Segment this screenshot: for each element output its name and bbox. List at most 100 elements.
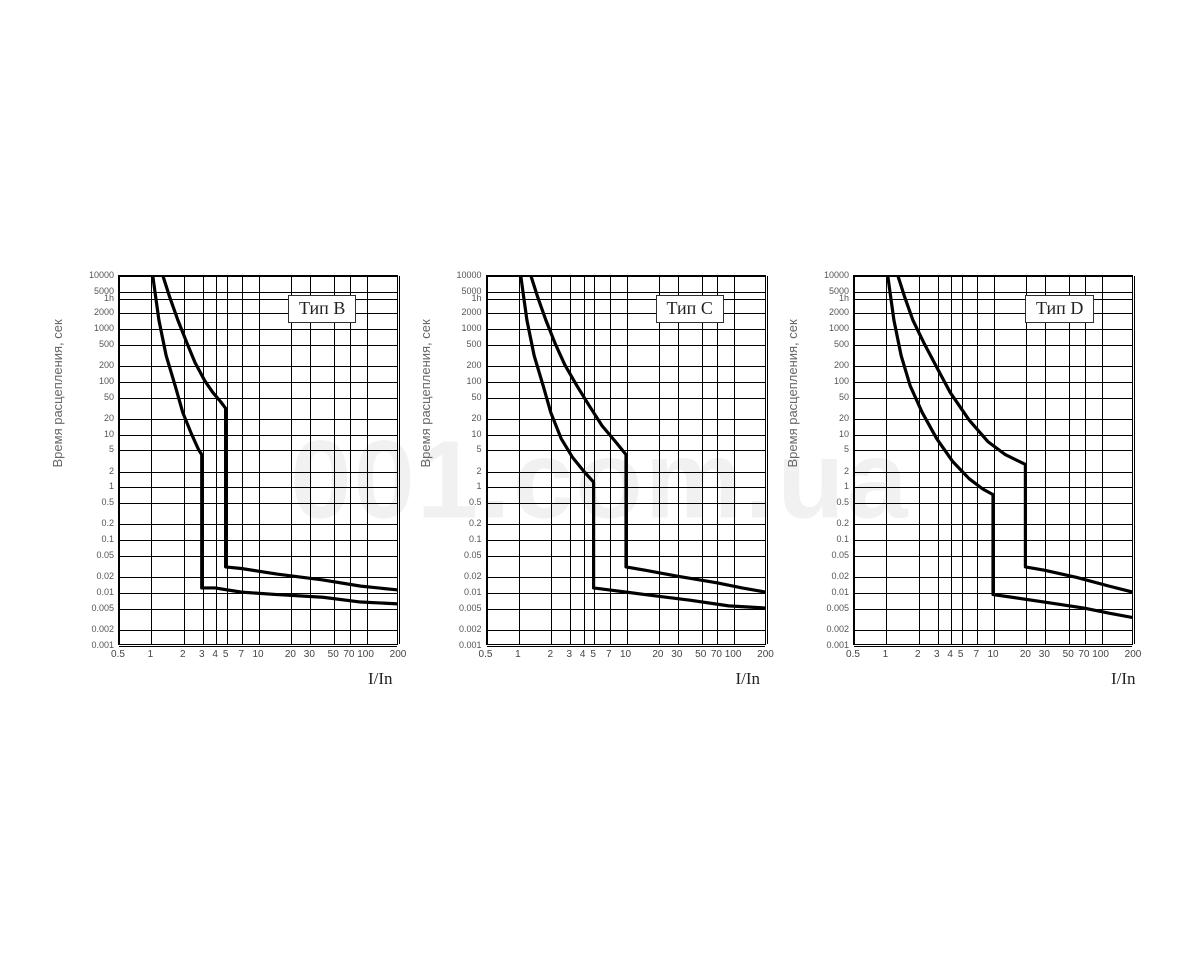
- x-tick-label: 100: [357, 649, 374, 660]
- y-tick-label: 5: [476, 444, 481, 454]
- y-tick-label: 0.2: [836, 518, 849, 528]
- y-tick-label: 1h: [104, 293, 114, 303]
- y-tick-label: 1000: [461, 323, 481, 333]
- x-tick-label: 7: [606, 649, 612, 660]
- x-tick-label: 2: [548, 649, 554, 660]
- y-axis-label: Время расцепления, сек: [50, 319, 65, 467]
- y-tick-label: 1: [476, 481, 481, 491]
- x-tick-label: 10: [620, 649, 631, 660]
- x-tick-label: 1: [148, 649, 154, 660]
- y-tick-label: 200: [834, 360, 849, 370]
- x-axis-label: I/In: [736, 669, 761, 689]
- y-tick-label: 0.1: [469, 534, 482, 544]
- y-tick-label: 0.01: [464, 587, 482, 597]
- y-axis-label: Время расцепления, сек: [418, 319, 433, 467]
- y-tick-label: 2: [844, 466, 849, 476]
- y-tick-label: 50: [839, 392, 849, 402]
- x-tick-label: 1: [883, 649, 889, 660]
- y-tick-label: 0.5: [469, 497, 482, 507]
- y-tick-label: 5: [109, 444, 114, 454]
- x-tick-label: 3: [566, 649, 572, 660]
- y-tick-label: 0.02: [831, 571, 849, 581]
- x-tick-label: 70: [1078, 649, 1089, 660]
- y-tick-label: 0.5: [836, 497, 849, 507]
- x-tick-label: 50: [1063, 649, 1074, 660]
- x-tick-label: 5: [590, 649, 596, 660]
- x-tick-label: 4: [947, 649, 953, 660]
- y-tick-label: 20: [839, 413, 849, 423]
- y-tick-label: 10: [839, 429, 849, 439]
- y-tick-label: 100: [834, 376, 849, 386]
- y-tick-label: 50: [104, 392, 114, 402]
- x-tick-label: 0.5: [846, 649, 860, 660]
- x-tick-label: 30: [671, 649, 682, 660]
- y-tick-label: 2000: [94, 307, 114, 317]
- y-tick-label: 10000: [456, 270, 481, 280]
- chart-title: Тип С: [656, 295, 724, 323]
- plot-area: [486, 275, 766, 645]
- y-tick-label: 0.2: [469, 518, 482, 528]
- x-tick-label: 1: [515, 649, 521, 660]
- x-tick-label: 70: [343, 649, 354, 660]
- y-tick-label: 10000: [89, 270, 114, 280]
- y-tick-label: 20: [104, 413, 114, 423]
- y-tick-label: 0.01: [831, 587, 849, 597]
- y-tick-label: 0.002: [826, 624, 849, 634]
- y-tick-label: 200: [99, 360, 114, 370]
- x-tick-label: 100: [1092, 649, 1109, 660]
- x-tick-label: 200: [757, 649, 774, 660]
- y-tick-label: 2000: [829, 307, 849, 317]
- y-tick-label: 0.01: [96, 587, 114, 597]
- x-tick-label: 0.5: [479, 649, 493, 660]
- y-tick-label: 0.02: [96, 571, 114, 581]
- y-tick-label: 200: [466, 360, 481, 370]
- y-tick-label: 0.02: [464, 571, 482, 581]
- x-tick-label: 70: [711, 649, 722, 660]
- x-tick-label: 200: [1125, 649, 1142, 660]
- y-tick-label: 0.005: [459, 603, 482, 613]
- y-tick-label: 0.05: [96, 550, 114, 560]
- x-tick-label: 50: [695, 649, 706, 660]
- y-tick-label: 0.05: [831, 550, 849, 560]
- x-axis-label: I/In: [1111, 669, 1136, 689]
- x-tick-label: 20: [285, 649, 296, 660]
- x-axis-label: I/In: [368, 669, 393, 689]
- x-tick-label: 7: [974, 649, 980, 660]
- x-tick-label: 5: [223, 649, 229, 660]
- y-tick-label: 0.5: [101, 497, 114, 507]
- y-tick-label: 500: [834, 339, 849, 349]
- y-tick-label: 1: [109, 481, 114, 491]
- y-tick-label: 0.1: [836, 534, 849, 544]
- x-tick-label: 4: [580, 649, 586, 660]
- y-tick-label: 0.05: [464, 550, 482, 560]
- x-tick-label: 3: [934, 649, 940, 660]
- chart-title: Тип D: [1025, 295, 1094, 323]
- x-tick-label: 50: [328, 649, 339, 660]
- x-tick-label: 10: [252, 649, 263, 660]
- y-tick-label: 1: [844, 481, 849, 491]
- y-tick-label: 10000: [824, 270, 849, 280]
- y-tick-label: 100: [99, 376, 114, 386]
- y-axis-label: Время расцепления, сек: [785, 319, 800, 467]
- x-tick-label: 3: [199, 649, 205, 660]
- x-tick-label: 100: [725, 649, 742, 660]
- chart-title: Тип В: [288, 295, 356, 323]
- x-tick-label: 10: [987, 649, 998, 660]
- y-tick-label: 2: [109, 466, 114, 476]
- x-tick-label: 5: [958, 649, 964, 660]
- y-tick-label: 50: [471, 392, 481, 402]
- y-tick-label: 1000: [829, 323, 849, 333]
- y-tick-label: 10: [471, 429, 481, 439]
- y-tick-label: 0.002: [91, 624, 114, 634]
- y-tick-label: 500: [466, 339, 481, 349]
- plot-area: [118, 275, 398, 645]
- y-tick-label: 1h: [471, 293, 481, 303]
- chart-panel-type-C: Время расцепления, сек1000050001h2000100…: [438, 275, 788, 705]
- x-tick-label: 2: [180, 649, 186, 660]
- x-tick-label: 200: [390, 649, 407, 660]
- chart-row: Время расцепления, сек1000050001h2000100…: [70, 275, 1155, 705]
- y-tick-label: 5: [844, 444, 849, 454]
- chart-panel-type-B: Время расцепления, сек1000050001h2000100…: [70, 275, 420, 705]
- y-tick-label: 1000: [94, 323, 114, 333]
- x-tick-label: 30: [304, 649, 315, 660]
